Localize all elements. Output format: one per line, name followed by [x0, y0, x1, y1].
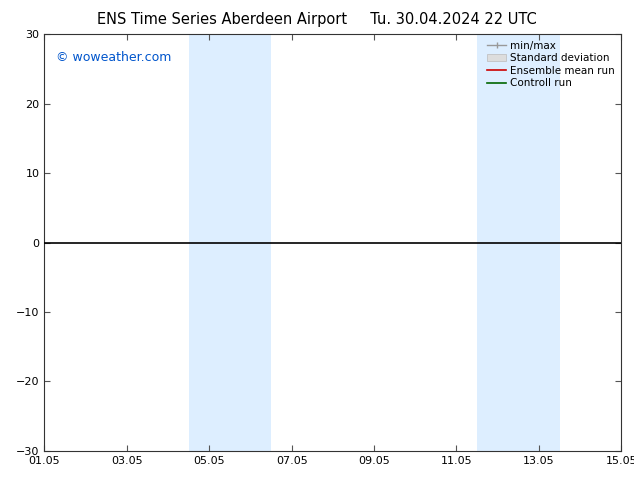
Text: © woweather.com: © woweather.com [56, 51, 171, 64]
Text: ENS Time Series Aberdeen Airport     Tu. 30.04.2024 22 UTC: ENS Time Series Aberdeen Airport Tu. 30.… [97, 12, 537, 27]
Legend: min/max, Standard deviation, Ensemble mean run, Controll run: min/max, Standard deviation, Ensemble me… [484, 37, 618, 92]
Bar [477, 34, 559, 451]
Bar [189, 34, 271, 451]
